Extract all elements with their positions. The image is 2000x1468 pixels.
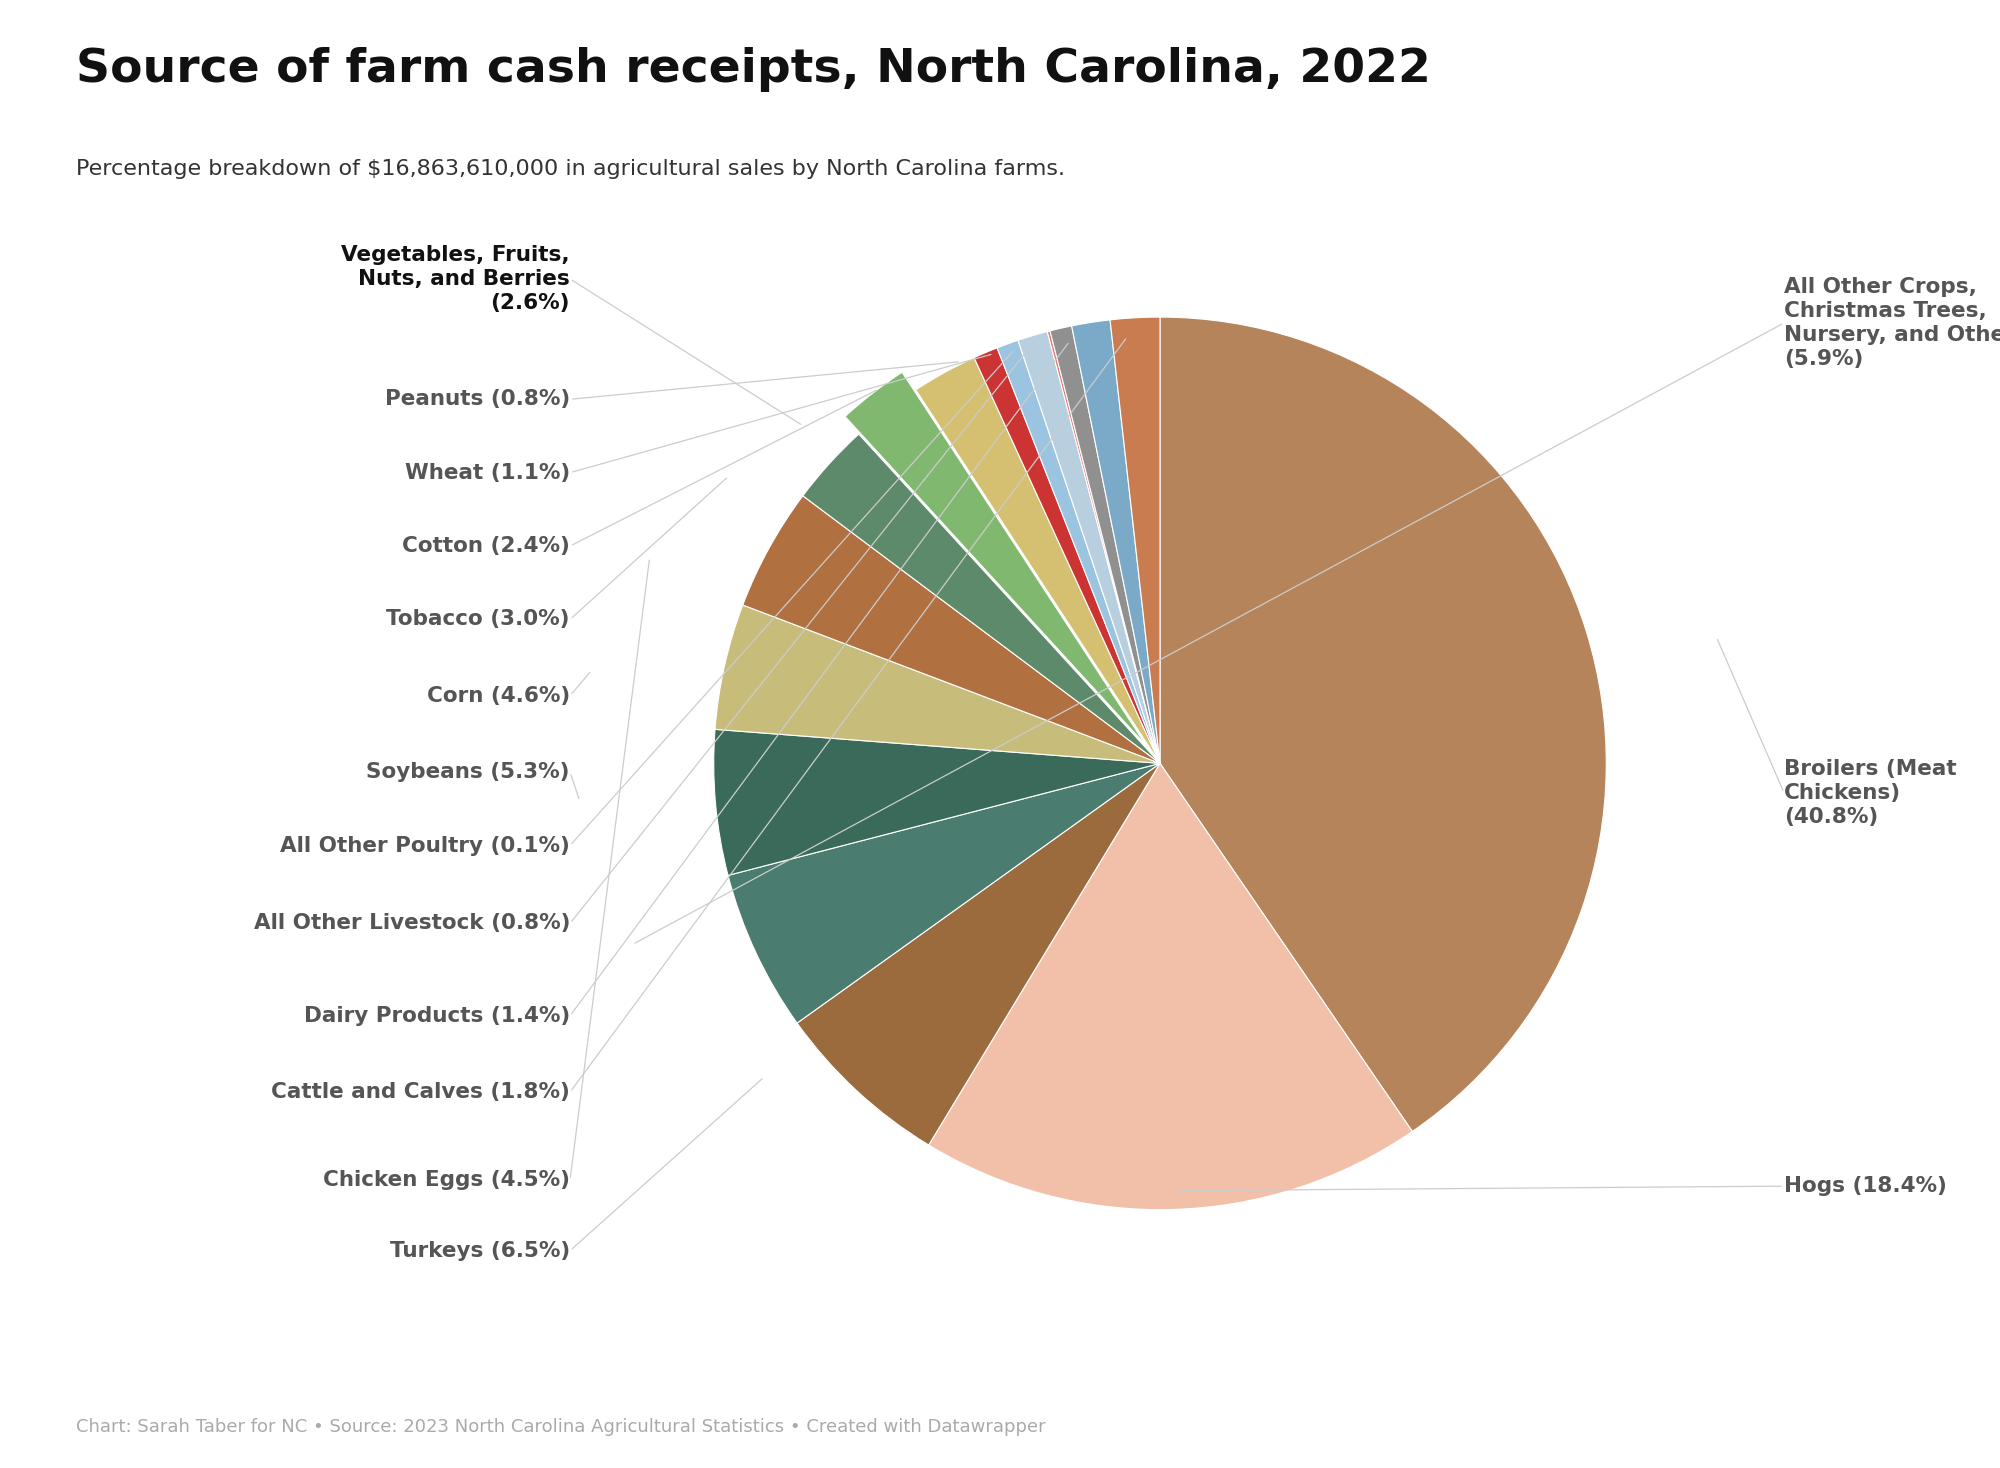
Text: Soybeans (5.3%): Soybeans (5.3%) [366,762,570,782]
Wedge shape [716,605,1160,763]
Text: All Other Poultry (0.1%): All Other Poultry (0.1%) [280,835,570,856]
Text: Broilers (Meat
Chickens)
(40.8%): Broilers (Meat Chickens) (40.8%) [1784,759,1956,826]
Wedge shape [1050,326,1160,763]
Wedge shape [798,763,1160,1145]
Wedge shape [974,348,1160,763]
Text: Source of farm cash receipts, North Carolina, 2022: Source of farm cash receipts, North Caro… [76,47,1430,92]
Text: Wheat (1.1%): Wheat (1.1%) [404,462,570,483]
Wedge shape [916,358,1160,763]
Text: Percentage breakdown of $16,863,610,000 in agricultural sales by North Carolina : Percentage breakdown of $16,863,610,000 … [76,159,1064,179]
Wedge shape [728,763,1160,1023]
Text: Turkeys (6.5%): Turkeys (6.5%) [390,1240,570,1261]
Text: Dairy Products (1.4%): Dairy Products (1.4%) [304,1006,570,1026]
Text: Chicken Eggs (4.5%): Chicken Eggs (4.5%) [324,1170,570,1191]
Wedge shape [1048,330,1160,763]
Wedge shape [846,373,1146,746]
Text: Vegetables, Fruits,
Nuts, and Berries
(2.6%): Vegetables, Fruits, Nuts, and Berries (2… [342,245,570,313]
Text: Hogs (18.4%): Hogs (18.4%) [1784,1176,1946,1196]
Wedge shape [1160,317,1606,1132]
Wedge shape [714,730,1160,875]
Wedge shape [802,435,1160,763]
Wedge shape [742,496,1160,763]
Wedge shape [1072,320,1160,763]
Text: Cattle and Calves (1.8%): Cattle and Calves (1.8%) [272,1082,570,1102]
Wedge shape [998,341,1160,763]
Text: Corn (4.6%): Corn (4.6%) [426,686,570,706]
Text: All Other Livestock (0.8%): All Other Livestock (0.8%) [254,913,570,934]
Wedge shape [1018,332,1160,763]
Wedge shape [928,763,1412,1210]
Text: Peanuts (0.8%): Peanuts (0.8%) [384,389,570,410]
Wedge shape [1110,317,1160,763]
Text: Cotton (2.4%): Cotton (2.4%) [402,536,570,556]
Text: All Other Crops,
Christmas Trees,
Nursery, and Others
(5.9%): All Other Crops, Christmas Trees, Nurser… [1784,277,2000,368]
Text: Tobacco (3.0%): Tobacco (3.0%) [386,609,570,630]
Text: Chart: Sarah Taber for NC • Source: 2023 North Carolina Agricultural Statistics : Chart: Sarah Taber for NC • Source: 2023… [76,1418,1046,1436]
